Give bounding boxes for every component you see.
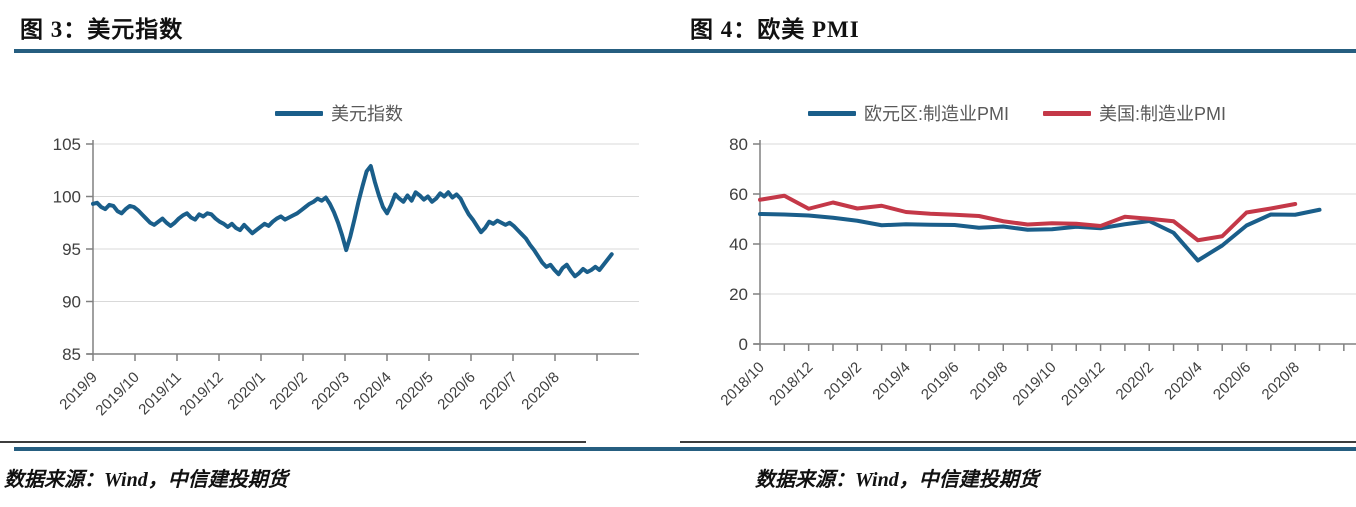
legend-item-us-pmi: 美国:制造业PMI xyxy=(1043,100,1226,126)
svg-text:95: 95 xyxy=(62,240,81,259)
source-note-left: 数据来源：Wind，中信建投期货 xyxy=(4,469,288,491)
footer-thin-rule-right xyxy=(680,441,1356,443)
svg-text:105: 105 xyxy=(53,135,81,154)
legend-label: 欧元区:制造业PMI xyxy=(863,104,1009,124)
pmi-legend: 欧元区:制造业PMI 美国:制造业PMI xyxy=(678,96,1356,130)
svg-text:2020/6: 2020/6 xyxy=(1210,359,1254,403)
charts-area: 美元指数 85 90 95 100 105 2019/9 2019/10 2019/11 201… xyxy=(0,88,1356,428)
svg-text:0: 0 xyxy=(739,335,748,354)
figure-3-title: 图 3：美元指数 xyxy=(20,17,184,42)
usd-index-figure: 美元指数 85 90 95 100 105 2019/9 2019/10 2019/11 201… xyxy=(0,88,678,428)
svg-text:2020/4: 2020/4 xyxy=(350,369,394,413)
footer-divider-rule xyxy=(14,447,1356,451)
svg-text:2020/8: 2020/8 xyxy=(518,369,562,413)
svg-text:2019/2: 2019/2 xyxy=(821,359,865,403)
svg-text:100: 100 xyxy=(53,188,81,207)
svg-text:2020/2: 2020/2 xyxy=(1113,359,1157,403)
footer-thin-rule-left xyxy=(0,441,586,443)
svg-text:85: 85 xyxy=(62,345,81,364)
header-divider-rule xyxy=(14,49,1356,53)
svg-text:90: 90 xyxy=(62,293,81,312)
svg-text:2020/1: 2020/1 xyxy=(224,369,268,413)
svg-text:40: 40 xyxy=(729,235,748,254)
svg-text:2019/11: 2019/11 xyxy=(135,369,185,419)
svg-text:2020/4: 2020/4 xyxy=(1161,359,1205,403)
legend-item-eurozone-pmi: 欧元区:制造业PMI xyxy=(807,100,1009,126)
svg-text:2019/10: 2019/10 xyxy=(1009,359,1059,409)
svg-text:2020/3: 2020/3 xyxy=(308,369,352,413)
usd-index-legend: 美元指数 xyxy=(0,96,678,130)
svg-text:60: 60 xyxy=(729,185,748,204)
svg-text:2019/10: 2019/10 xyxy=(92,369,142,419)
svg-text:2020/8: 2020/8 xyxy=(1259,359,1303,403)
svg-text:2018/12: 2018/12 xyxy=(766,359,816,409)
source-note-right: 数据来源：Wind，中信建投期货 xyxy=(755,469,1039,491)
svg-text:2020/6: 2020/6 xyxy=(434,369,478,413)
pmi-figure: 欧元区:制造业PMI 美国:制造业PMI 0 20 40 60 80 2018/10 201… xyxy=(678,88,1356,428)
legend-line-marker xyxy=(807,110,856,116)
svg-text:2019/6: 2019/6 xyxy=(918,359,962,403)
legend-label: 美国:制造业PMI xyxy=(1099,104,1227,124)
legend-line-marker xyxy=(1043,110,1091,116)
svg-text:2020/7: 2020/7 xyxy=(476,369,520,413)
svg-text:2019/12: 2019/12 xyxy=(176,369,226,419)
svg-text:2019/8: 2019/8 xyxy=(967,359,1011,403)
legend-item-usd-index: 美元指数 xyxy=(275,100,403,126)
svg-text:2018/10: 2018/10 xyxy=(717,359,767,409)
svg-text:2020/2: 2020/2 xyxy=(266,369,310,413)
svg-text:2019/4: 2019/4 xyxy=(869,359,913,403)
svg-text:80: 80 xyxy=(729,135,748,154)
legend-line-marker xyxy=(275,110,323,116)
legend-label: 美元指数 xyxy=(331,104,403,124)
svg-text:2020/5: 2020/5 xyxy=(392,369,436,413)
svg-text:20: 20 xyxy=(729,285,748,304)
svg-text:2019/12: 2019/12 xyxy=(1058,359,1108,409)
usd-index-chart: 8590951001052019/92019/102019/112019/122… xyxy=(53,135,639,419)
figure-4-title: 图 4：欧美 PMI xyxy=(690,17,860,42)
figure-titles-row: 图 3：美元指数 图 4：欧美 PMI xyxy=(0,6,1356,46)
